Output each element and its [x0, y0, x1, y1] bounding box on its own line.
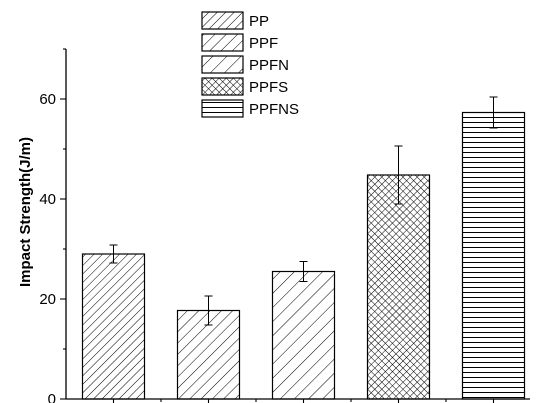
y-axis-label: Impact Strength(J/m) [17, 137, 34, 287]
bar-ppfns [461, 111, 526, 400]
y-tick-label: 40 [39, 191, 56, 208]
legend-label-ppfs: PPFS [249, 79, 288, 96]
legend-swatch-ppfs [201, 77, 244, 96]
plot-area: 0 20 40 60 [39, 48, 530, 403]
bar-ppfn [271, 270, 336, 400]
legend-label-pp: PP [249, 13, 269, 30]
y-tick-label: 60 [39, 91, 56, 108]
legend: PP PPF PPFN PPFS PPFNS [201, 11, 299, 118]
legend-swatch-pp [201, 11, 244, 30]
y-axis: 0 20 40 60 [39, 48, 67, 403]
y-tick-label: 20 [39, 291, 56, 308]
legend-label-ppfns: PPFNS [249, 101, 299, 118]
x-axis [66, 398, 530, 403]
bar-pp [81, 253, 146, 400]
legend-label-ppf: PPF [249, 35, 278, 52]
y-tick-label: 0 [48, 391, 56, 403]
legend-swatch-ppfns [201, 99, 244, 118]
error-bar-group [109, 96, 498, 326]
bar-ppfs [366, 174, 431, 400]
bar-group [81, 111, 526, 400]
legend-swatch-ppfn [201, 55, 244, 74]
legend-swatch-ppf [201, 33, 244, 52]
legend-label-ppfn: PPFN [249, 57, 289, 74]
